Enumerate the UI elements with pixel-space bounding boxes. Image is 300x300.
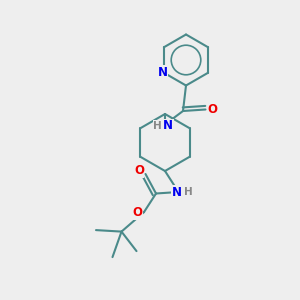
Text: H: H [153,121,162,131]
Text: N: N [158,66,167,79]
Text: N: N [172,185,182,199]
Text: O: O [207,103,217,116]
Text: N: N [163,119,173,133]
Text: O: O [134,164,144,178]
Text: O: O [132,206,142,219]
Text: H: H [184,187,193,197]
